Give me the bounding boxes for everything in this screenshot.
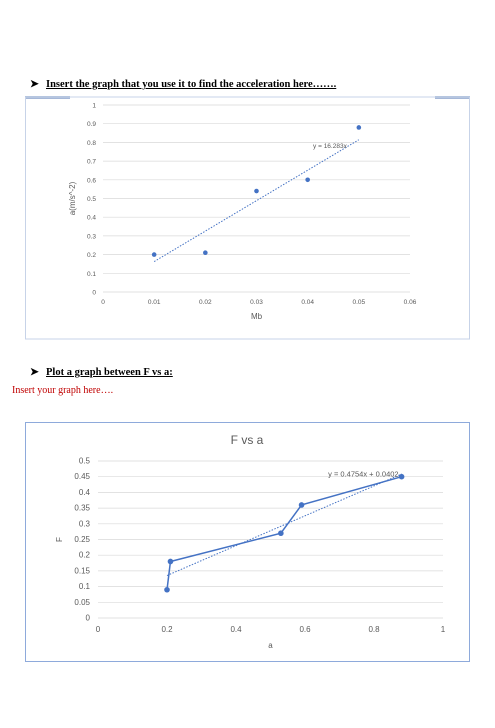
chart1-x-tick-label: 0	[101, 299, 105, 306]
chart1-y-axis-label: a(m/s^-2)	[68, 181, 77, 215]
chart2-x-tick-label: 0.8	[368, 625, 380, 634]
chart1-data-point	[356, 125, 362, 130]
section1-heading: ➤ Insert the graph that you use it to fin…	[30, 78, 336, 90]
chart1-x-tick-label: 0.02	[199, 299, 212, 306]
chart2-trendline	[166, 473, 402, 576]
chart1-y-tick-label: 0.5	[87, 196, 96, 203]
chart2-data-point	[398, 473, 405, 480]
chart2-y-tick-label: 0.2	[79, 551, 91, 560]
chart2-y-tick-label: 0.5	[79, 457, 91, 466]
chart1-y-tick-label: 0.2	[87, 252, 96, 259]
chart2-x-tick-label: 1	[441, 625, 446, 634]
chart1-data-point	[254, 188, 259, 194]
chart2-x-tick-label: 0	[96, 625, 101, 634]
chart2-y-tick-label: 0.4	[79, 488, 91, 497]
section2-heading: ➤ Plot a graph between F vs a:	[30, 366, 173, 378]
chart1-y-tick-label: 0	[92, 290, 96, 297]
insert-graph-note: Insert your graph here….	[12, 385, 114, 396]
chart1-data-point	[151, 252, 157, 257]
chart2-y-tick-label: 0.25	[74, 535, 90, 544]
section1-heading-text: Insert the graph that you use it to find…	[46, 79, 337, 90]
chart1-trendline	[153, 139, 360, 262]
chart1-x-tick-label: 0.01	[148, 299, 161, 306]
chart2-svg: F vs a 0 0.05 0.1 0.15 0.2 0.25 0.3 0.35 0.4 0.45…	[25, 422, 470, 662]
chart1-data-point	[203, 250, 208, 256]
chart2-data-point	[298, 502, 305, 508]
chart1-data-point	[305, 177, 310, 183]
chart1-y-tick-label: 0.1	[87, 271, 96, 278]
chart1-y-tick-label: 0.9	[87, 121, 96, 128]
arrow-bullet-icon: ➤	[30, 79, 39, 90]
chart2-frame[interactable]: F vs a 0 0.05 0.1 0.15 0.2 0.25 0.3 0.35 0.4 0.45…	[25, 422, 470, 662]
arrow-bullet-icon: ➤	[30, 367, 39, 378]
chart1-y-tick-label: 1	[92, 103, 96, 110]
chart2-y-tick-label: 0.45	[74, 472, 90, 481]
chart1-x-tick-label: 0.06	[404, 299, 417, 306]
chart1-y-tick-label: 0.3	[87, 233, 96, 240]
chart1-x-axis-label: Mb	[251, 312, 263, 321]
chart2-trendline-label: y = 0.4754x + 0.0402	[328, 470, 398, 479]
chart2-title: F vs a	[231, 433, 264, 447]
chart1-trendline-label: y = 16.283x	[313, 143, 348, 150]
chart2-y-axis-label: F	[55, 537, 64, 542]
chart2-data-point	[167, 558, 174, 565]
chart2-y-tick-label: 0	[86, 614, 91, 623]
chart1-x-tick-label: 0.05	[353, 299, 366, 306]
chart2-y-tick-label: 0.05	[74, 598, 90, 607]
chart2-data-point	[278, 530, 284, 537]
chart2-y-tick-label: 0.35	[74, 504, 90, 513]
chart1-y-tick-label: 0.4	[87, 215, 96, 222]
chart1-x-tick-label: 0.03	[250, 299, 263, 306]
chart2-data-point	[164, 586, 170, 593]
chart2-x-tick-label: 0.4	[230, 625, 242, 634]
chart2-y-tick-label: 0.1	[79, 582, 91, 591]
chart1-frame[interactable]: 0 0.1 0.2 0.3 0.4 0.5 0.6 0.7 0.8 0.9 1 0 0.01 0.02 0.…	[25, 95, 470, 340]
chart1-y-tick-label: 0.6	[87, 177, 96, 184]
chart2-x-axis-label: a	[268, 641, 273, 650]
section2-heading-text: Plot a graph between F vs a:	[46, 367, 173, 378]
chart2-y-tick-label: 0.3	[79, 519, 91, 528]
chart1-border	[25, 96, 470, 340]
chart2-y-tick-label: 0.15	[74, 566, 90, 575]
chart1-y-tick-label: 0.7	[87, 159, 96, 166]
chart1-x-tick-label: 0.04	[301, 299, 314, 306]
chart1-y-tick-label: 0.8	[87, 140, 96, 147]
chart2-x-tick-label: 0.2	[161, 625, 173, 634]
chart2-x-tick-label: 0.6	[299, 625, 311, 634]
chart1-svg: 0 0.1 0.2 0.3 0.4 0.5 0.6 0.7 0.8 0.9 1 0 0.01 0.02 0.…	[25, 96, 470, 340]
